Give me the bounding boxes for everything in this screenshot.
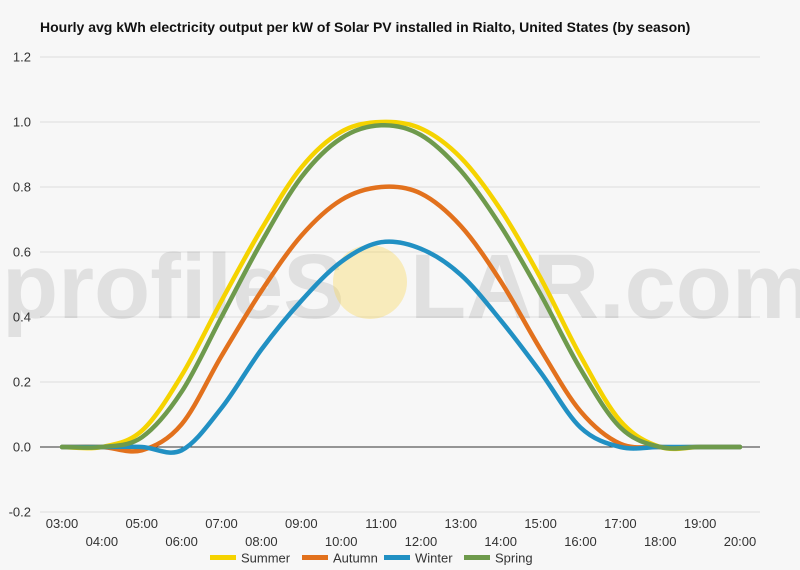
watermark-text-right: LAR.com (410, 236, 800, 338)
series-line-summer (59, 119, 743, 452)
y-tick-label: 1.0 (13, 115, 31, 130)
x-tick-label: 16:00 (564, 534, 597, 549)
x-tick-label: 07:00 (205, 516, 238, 531)
x-tick-label: 03:00 (46, 516, 79, 531)
legend-swatch-winter (384, 555, 410, 560)
series-line-winter (59, 239, 743, 455)
legend-swatch-spring (464, 555, 490, 560)
y-tick-label: -0.2 (9, 505, 31, 520)
legend-swatch-summer (210, 555, 236, 560)
y-tick-label: 0.6 (13, 245, 31, 260)
y-tick-label: 0.4 (13, 310, 31, 325)
series-line-spring (59, 122, 743, 451)
series-line-autumn (59, 184, 743, 454)
legend-swatch-autumn (302, 555, 328, 560)
x-tick-label: 08:00 (245, 534, 278, 549)
x-tick-label: 04:00 (86, 534, 119, 549)
legend-label-autumn: Autumn (333, 551, 378, 566)
y-tick-label: 0.0 (13, 440, 31, 455)
x-tick-label: 06:00 (165, 534, 198, 549)
x-tick-label: 05:00 (125, 516, 158, 531)
watermark-text-left: profileS (2, 236, 344, 338)
watermark-sun-logo (333, 245, 407, 319)
x-tick-label: 20:00 (724, 534, 757, 549)
y-tick-label: 0.2 (13, 375, 31, 390)
x-tick-label: 15:00 (524, 516, 557, 531)
x-tick-label: 17:00 (604, 516, 637, 531)
x-tick-label: 18:00 (644, 534, 677, 549)
legend-label-winter: Winter (415, 551, 453, 566)
x-tick-label: 14:00 (484, 534, 517, 549)
y-tick-label: 0.8 (13, 180, 31, 195)
x-tick-label: 19:00 (684, 516, 717, 531)
y-tick-label: 1.2 (13, 50, 31, 65)
chart-title: Hourly avg kWh electricity output per kW… (40, 19, 691, 35)
x-tick-label: 12:00 (405, 534, 438, 549)
x-tick-label: 09:00 (285, 516, 318, 531)
legend-label-spring: Spring (495, 551, 533, 566)
x-tick-label: 11:00 (365, 516, 397, 531)
legend-label-summer: Summer (241, 551, 291, 566)
x-tick-label: 10:00 (325, 534, 358, 549)
x-tick-label: 13:00 (445, 516, 478, 531)
